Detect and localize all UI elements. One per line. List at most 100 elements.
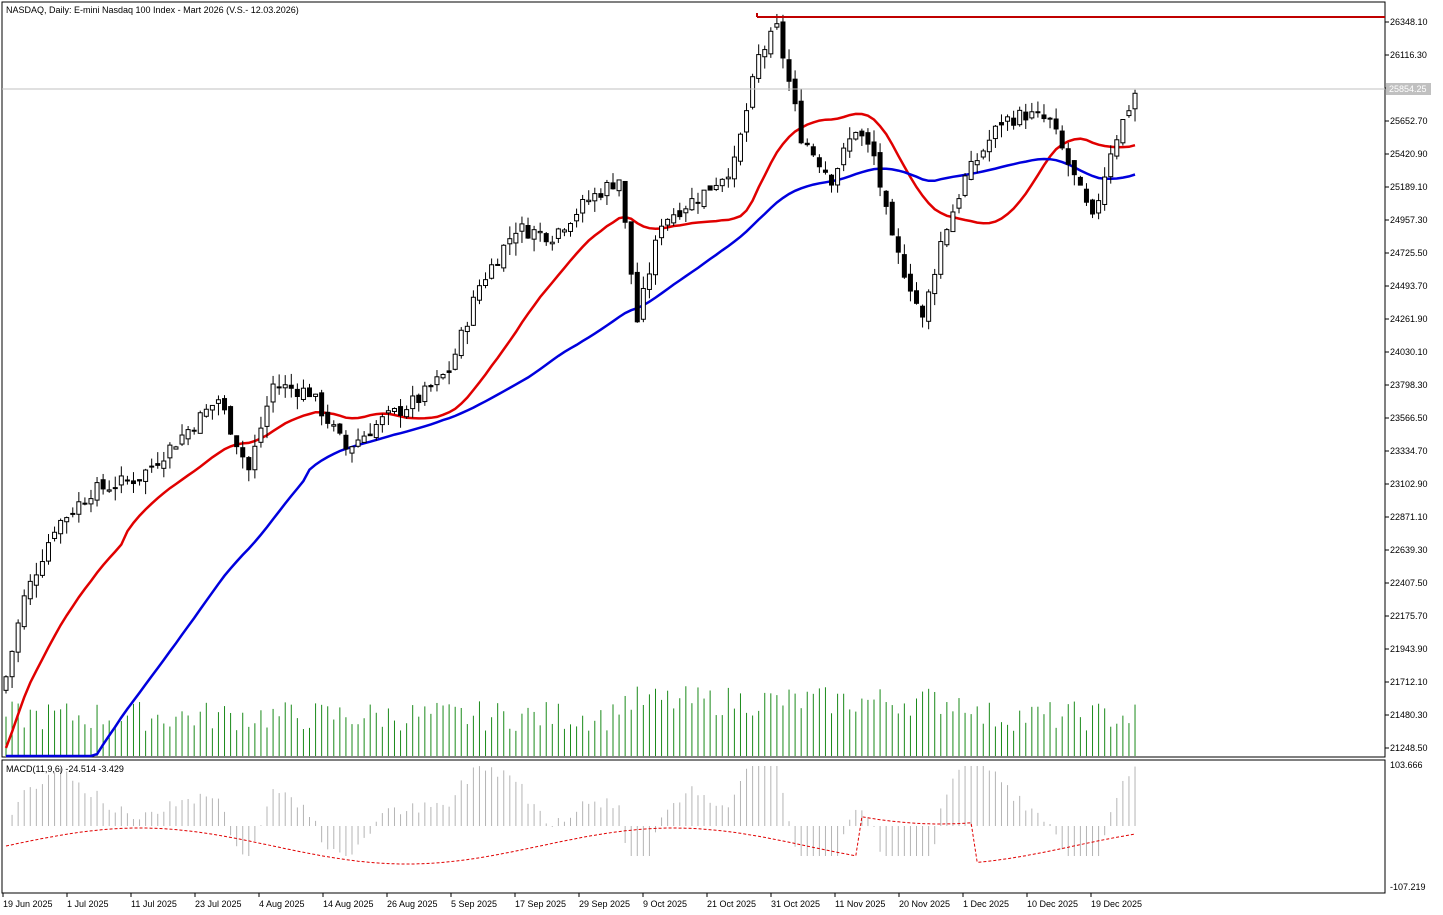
bullish-candle: [27, 580, 33, 600]
bullish-candle: [853, 131, 859, 140]
bullish-candle: [568, 223, 574, 232]
macd-indicator: [5, 766, 1136, 865]
price-tick-label: 26348.10: [1390, 17, 1428, 27]
bullish-candle: [106, 489, 112, 492]
candlesticks[interactable]: [3, 13, 1138, 694]
date-tick-label: 20 Nov 2025: [899, 899, 950, 909]
price-tick-label: 21712.10: [1390, 677, 1428, 687]
bullish-candle: [434, 376, 440, 386]
bearish-candle: [1071, 160, 1077, 176]
bullish-candle: [440, 373, 446, 379]
bearish-candle: [428, 384, 434, 388]
bearish-candle: [622, 180, 628, 223]
bearish-candle: [871, 141, 877, 157]
bearish-candle: [707, 185, 713, 191]
bullish-candle: [173, 446, 179, 450]
bearish-candle: [543, 233, 549, 243]
bearish-candle: [998, 122, 1004, 126]
bullish-candle: [835, 168, 841, 186]
bullish-candle: [695, 201, 701, 204]
macd-signal-line: [5, 816, 1136, 865]
bearish-candle: [337, 423, 343, 434]
bullish-candle: [21, 595, 27, 628]
bullish-candle: [464, 325, 470, 333]
price-tick-label: 24725.50: [1390, 248, 1428, 258]
bearish-candle: [100, 479, 106, 490]
bullish-candle: [45, 542, 51, 562]
bullish-candle: [1132, 92, 1138, 110]
bearish-candle: [877, 152, 883, 188]
bullish-candle: [519, 223, 525, 232]
bullish-candle: [483, 279, 489, 286]
bullish-candle: [191, 429, 197, 432]
date-tick-label: 4 Aug 2025: [259, 899, 305, 909]
macd-panel-frame: [1, 759, 1386, 894]
bullish-candle: [143, 469, 149, 482]
bearish-candle: [1059, 130, 1065, 149]
bearish-candle: [222, 398, 228, 411]
bullish-candle: [197, 412, 203, 434]
bullish-candle: [355, 439, 361, 447]
bullish-candle: [555, 228, 561, 239]
bullish-candle: [986, 139, 992, 153]
date-axis: 19 Jun 2025 1 Jul 2025 11 Jul 2025 23 Jul 2…: [2, 893, 1142, 909]
bullish-candle: [574, 213, 580, 222]
bullish-candle: [185, 429, 191, 440]
bullish-candle: [1005, 116, 1011, 122]
bearish-candle: [804, 142, 810, 146]
bullish-candle: [1108, 153, 1114, 178]
bullish-candle: [39, 561, 45, 576]
bullish-candle: [968, 160, 974, 180]
date-tick-label: 26 Aug 2025: [387, 899, 438, 909]
bullish-candle: [313, 393, 319, 397]
bearish-candle: [1053, 118, 1059, 130]
bearish-candle: [1065, 148, 1071, 165]
bullish-candle: [385, 410, 391, 414]
bullish-candle: [404, 409, 410, 418]
bearish-candle: [325, 411, 331, 424]
bullish-candle: [1017, 109, 1023, 126]
bearish-candle: [246, 457, 252, 471]
bullish-candle: [701, 189, 707, 208]
bullish-candle: [962, 175, 968, 196]
bearish-candle: [859, 130, 865, 137]
bullish-candle: [768, 30, 774, 55]
bullish-candle: [64, 517, 70, 523]
date-tick-label: 9 Oct 2025: [643, 899, 687, 909]
bullish-candle: [737, 133, 743, 162]
bullish-candle: [458, 329, 464, 357]
bullish-candle: [774, 23, 780, 28]
bearish-candle: [1083, 188, 1089, 203]
bearish-candle: [865, 132, 871, 145]
bullish-candle: [507, 238, 513, 245]
bearish-candle: [829, 174, 835, 186]
bearish-candle: [1011, 117, 1017, 126]
bullish-candle: [659, 225, 665, 239]
price-tick-label: 25652.70: [1390, 116, 1428, 126]
bearish-candle: [822, 169, 828, 173]
bullish-candle: [276, 386, 282, 389]
bullish-candle: [1096, 200, 1102, 214]
ma-slow-line: [6, 157, 1136, 758]
bearish-candle: [634, 271, 640, 323]
date-tick-label: 19 Dec 2025: [1091, 899, 1142, 909]
bullish-candle: [252, 445, 258, 471]
bullish-candle: [300, 387, 306, 400]
bullish-candle: [282, 384, 288, 389]
bullish-candle: [744, 110, 750, 133]
bullish-candle: [94, 482, 100, 501]
date-tick-label: 29 Sep 2025: [579, 899, 630, 909]
price-tick-label: 21248.50: [1390, 743, 1428, 753]
price-tick-label: 23798.30: [1390, 380, 1428, 390]
price-tick-label: 23102.90: [1390, 479, 1428, 489]
bullish-candle: [671, 214, 677, 224]
bullish-candle: [495, 263, 501, 266]
bullish-candle: [203, 408, 209, 417]
bearish-candle: [677, 210, 683, 218]
bullish-candle: [52, 531, 58, 539]
bullish-candle: [938, 241, 944, 275]
bullish-candle: [750, 76, 756, 108]
bearish-candle: [446, 370, 452, 373]
bearish-candle: [792, 78, 798, 105]
